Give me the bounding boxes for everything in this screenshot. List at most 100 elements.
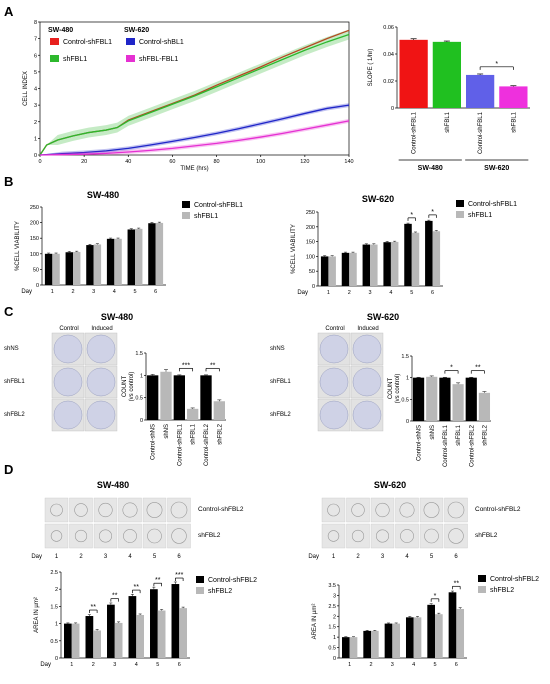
x-tick-label: 40	[125, 159, 131, 165]
b-title-sw620: SW-620	[362, 194, 394, 204]
d-sw620-chart-legend-swatch	[478, 575, 486, 582]
c-sw480-well-dish	[86, 400, 116, 430]
y-tick-label: 4	[34, 87, 37, 93]
d-sw480-spheroid	[74, 503, 88, 517]
d-sw480-spheroid	[98, 502, 113, 518]
d-sw620-spheroid-tile	[321, 497, 346, 523]
d-sw620-spheroid-tile	[444, 523, 468, 549]
d-sw480-day-number: 1	[55, 554, 59, 560]
slope-y-tick-label: 0.02	[383, 79, 394, 85]
d-sw620-spheroid-tile	[444, 497, 468, 523]
d-sw620-chart-bar	[456, 608, 465, 658]
c-sw480-well-dish	[53, 334, 83, 364]
d-sw620-chart-y-tick-label: 3.5	[328, 583, 336, 589]
d-sw480-chart-x-tick-label: 6	[178, 662, 181, 668]
slope-bar	[399, 39, 428, 109]
c-sw620-chart-y-tick-label: 0.5	[401, 397, 409, 403]
series-line	[39, 104, 350, 156]
series-error-band	[40, 118, 349, 155]
panel-c-label: C	[4, 304, 14, 319]
d-sw480-day-number: 6	[177, 554, 181, 560]
d-sw620-spheroid	[424, 528, 439, 544]
c-sw620-column-label: Induced	[357, 326, 378, 332]
d-sw620-spheroid-tile	[419, 497, 444, 523]
d-sw480-chart-y-tick-label: 2.5	[50, 570, 58, 576]
c-sw480-column-label: Induced	[91, 326, 112, 332]
c-sw620-row-label: shFBL1	[270, 379, 291, 385]
d-sw480-row-label: Control-shFBL2	[198, 506, 244, 513]
b-sw480-bar	[127, 229, 135, 285]
d-sw480-chart-significance: **	[91, 604, 97, 611]
c-sw480-chart-y-tick-label: 1	[140, 373, 143, 379]
b-sw620-bar	[362, 244, 371, 286]
d-sw620-chart-x-tick-label: 2	[369, 662, 372, 668]
group-label: SW-480	[418, 165, 443, 172]
viability-chart-sw620: SW-620 0 50 100 150 200 250 %CELL VIABILITY 1 2 3 4…	[291, 194, 517, 296]
c-sw480-column-label: Control	[59, 326, 78, 332]
c-sw620-chart-significance: *	[450, 365, 453, 372]
d-sw480-spheroid-tile	[44, 497, 69, 523]
d-sw480-spheroid-tile	[118, 523, 142, 549]
b-sw620-x-tick-label: 3	[369, 290, 372, 296]
c-sw480-chart-y-tick-label: 0	[140, 418, 143, 424]
d-sw620-spheroid	[375, 502, 390, 518]
c-sw620-chart-y-tick-label: 1	[406, 376, 409, 382]
c-sw620-well-dish	[352, 400, 382, 430]
b-sw620-significance: *	[431, 209, 434, 216]
b-sw480-bar	[44, 253, 53, 285]
slope-category-label: shFBL1	[445, 111, 451, 132]
series-line	[39, 120, 350, 156]
slope-bar	[432, 41, 462, 108]
b-sw480-bar	[93, 244, 102, 285]
spheroid-panel-sw620: SW-620 Control-shFBL2 shFBL2 Day 1 2 3 4 5 6 0 0.5 1…	[308, 480, 539, 668]
b-sw620-bar	[349, 252, 357, 286]
b-sw480-bar	[155, 222, 164, 285]
c-sw480-chart-y-tick-label: 1.5	[135, 351, 143, 357]
b-sw480-x-tick-label: 4	[113, 289, 116, 295]
d-sw620-spheroid	[400, 529, 414, 543]
y-axis-label: CELL INDEX	[23, 71, 29, 106]
d-sw480-chart-bar	[71, 623, 80, 658]
series-line	[39, 33, 350, 156]
b-sw620-y-tick-label: 50	[309, 269, 315, 275]
d-sw480-day-number: 5	[153, 554, 157, 560]
b-sw620-x-tick-label: 1	[327, 290, 330, 296]
c-sw480-chart-category-label: shFBL2	[217, 423, 223, 444]
d-sw620-chart-x-tick-label: 4	[412, 662, 415, 668]
d-sw620-chart-bar	[405, 617, 414, 658]
c-sw480-chart-category-label: Control-shFBL1	[177, 423, 183, 466]
x-tick-label: 0	[38, 159, 41, 165]
d-sw620-day-number: 3	[381, 554, 385, 560]
d-sw480-chart-bar	[107, 604, 115, 658]
d-sw620-spheroid-tile	[370, 523, 395, 549]
d-sw620-chart-significance: **	[454, 580, 460, 587]
c-sw480-chart-bar	[173, 375, 185, 420]
d-sw620-row-label: Control-shFBL2	[475, 506, 521, 513]
c-sw620-column-label: Control	[325, 326, 344, 332]
slope-bar	[499, 86, 528, 108]
slope-significance: *	[495, 61, 498, 68]
d-sw480-spheroid-tile	[142, 497, 167, 523]
d-sw620-day-number: 6	[454, 554, 458, 560]
d-sw620-spheroid	[375, 529, 389, 543]
d-sw620-spheroid-tile	[419, 523, 444, 549]
d-sw480-day-number: 4	[128, 554, 132, 560]
c-sw620-well-dish	[319, 400, 349, 430]
d-sw620-spheroid	[448, 528, 464, 544]
c-sw620-chart-y-tick-label: 0	[406, 419, 409, 425]
b-sw620-y-tick-label: 0	[312, 284, 315, 290]
b-sw480-y-tick-label: 150	[30, 236, 39, 242]
b-sw480-x-axis-label: Day	[21, 289, 32, 295]
b-sw620-bar	[328, 256, 336, 286]
d-sw620-chart-bar	[349, 637, 358, 658]
d-sw620-day-label: Day	[308, 554, 319, 560]
d-sw620-chart-y-tick-label: 0	[333, 656, 336, 662]
d-sw620-spheroid-tile	[346, 497, 370, 523]
legend-group-title: SW-620	[124, 27, 149, 34]
slope-category-label: Control-shFBL1	[478, 111, 484, 154]
b-sw480-legend-entry: shFBL1	[194, 213, 218, 220]
b-sw480-legend-entry: Control-shFBL1	[194, 202, 243, 209]
b-sw480-bar	[148, 223, 156, 285]
b-sw480-legend-swatch	[182, 212, 190, 219]
panel-d-label: D	[4, 462, 13, 477]
